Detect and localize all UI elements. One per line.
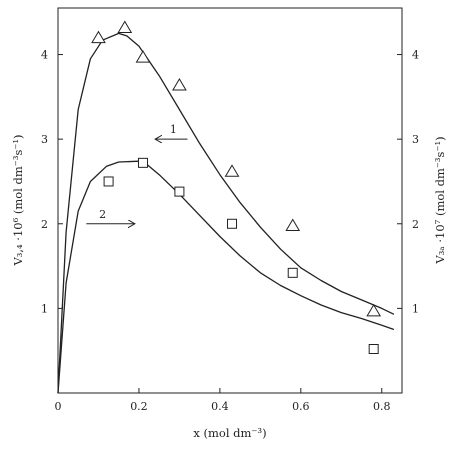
x-tick-label: 0.6: [292, 400, 310, 413]
y-axis-left-ticks: 1 2 3 4: [41, 49, 63, 315]
triangle-point: [135, 50, 151, 63]
data-markers: [91, 20, 382, 354]
plot-frame: [57, 7, 403, 394]
y-right-tick-label: 2: [412, 218, 419, 231]
y-axis-left-label: V₃,₄ ·10⁶ (mol dm⁻³s⁻¹): [11, 134, 25, 266]
triangle-point: [172, 78, 187, 91]
y-left-tick-label: 3: [41, 133, 48, 146]
square-point: [227, 218, 238, 229]
triangle-point: [117, 20, 133, 33]
y-right-tick-label: 4: [412, 49, 419, 62]
triangle-point: [224, 164, 240, 177]
y-left-tick-label: 1: [41, 302, 48, 315]
annotation-label-2: 2: [99, 208, 106, 221]
x-tick-label: 0.4: [211, 400, 229, 413]
triangle-point: [285, 218, 301, 231]
annotation-label-1: 1: [170, 123, 177, 136]
y-right-tick-label: 1: [412, 302, 419, 315]
fit-curve-1: [57, 32, 395, 394]
fitted-curves: [57, 32, 395, 394]
y-left-tick-label: 2: [41, 218, 48, 231]
triangle-point: [366, 303, 382, 317]
y-left-tick-label: 4: [41, 49, 48, 62]
x-axis-ticks: 0 0.2 0.4 0.6 0.8: [55, 388, 391, 413]
square-point: [103, 176, 114, 187]
x-tick-label: 0.8: [373, 400, 391, 413]
square-point: [137, 157, 148, 168]
triangle-point: [91, 30, 106, 44]
y-axis-right-ticks: 1 2 3 4: [397, 49, 419, 315]
x-axis-label: x (mol dm⁻³): [193, 426, 266, 440]
square-point: [174, 186, 185, 197]
y-axis-right-label: V₃ₐ ·10⁷ (mol dm⁻³s⁻¹): [433, 136, 447, 264]
fit-curve-2: [57, 160, 395, 394]
curve-annotations: 12: [86, 123, 188, 224]
y-right-tick-label: 3: [412, 133, 419, 146]
x-tick-label: 0: [55, 400, 62, 413]
square-point: [287, 267, 298, 278]
square-point: [368, 344, 379, 354]
x-tick-label: 0.2: [130, 400, 148, 413]
